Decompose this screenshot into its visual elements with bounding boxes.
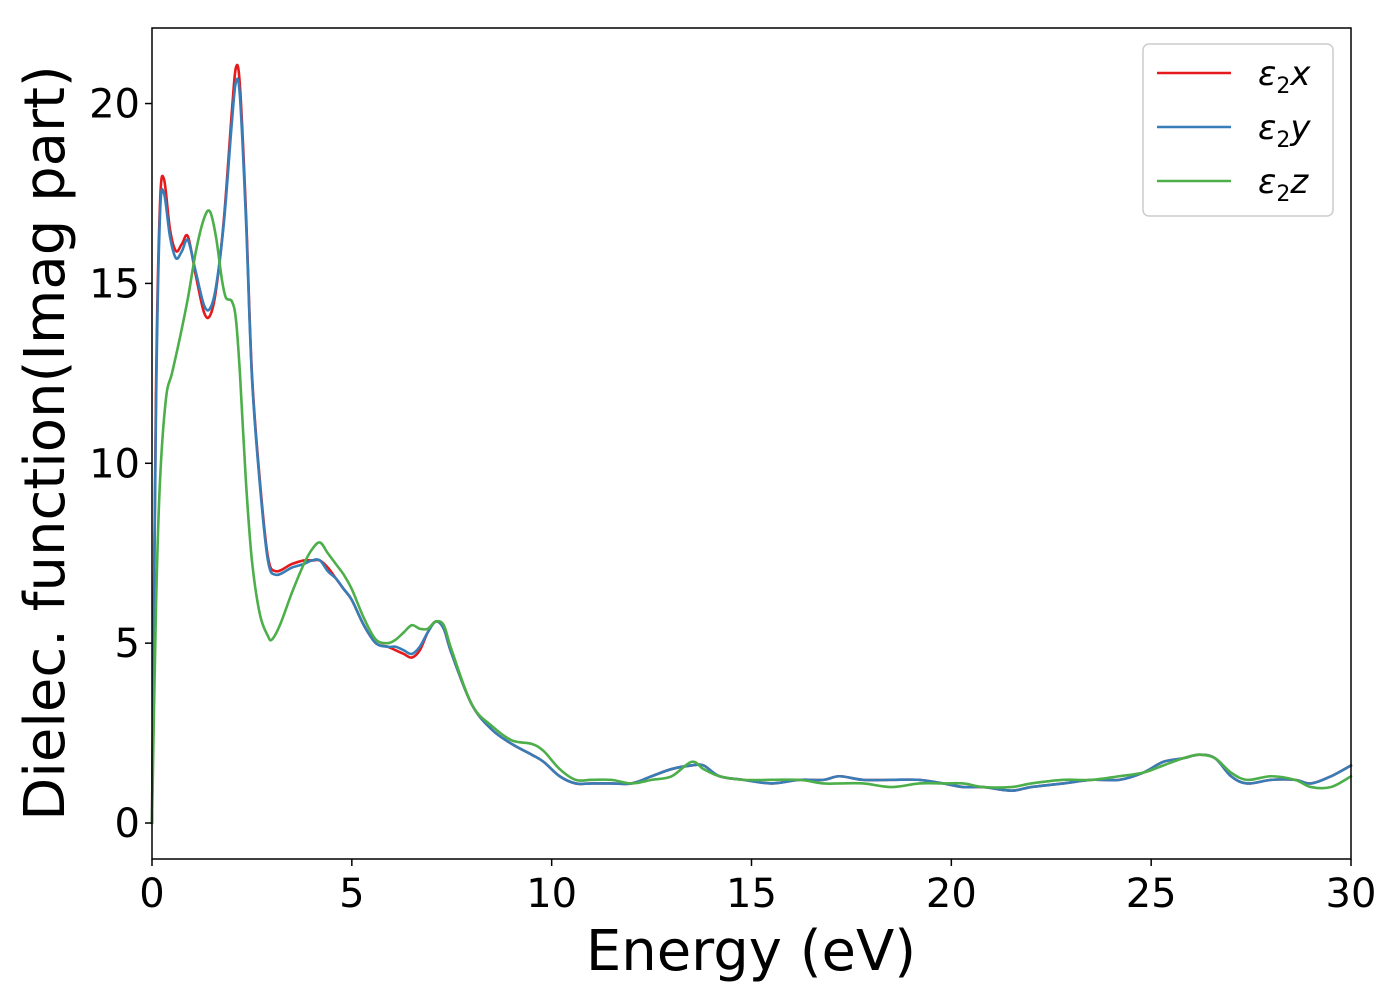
x-tick-label: 0: [139, 871, 164, 917]
x-tick-label: 20: [926, 871, 977, 917]
series-line-z: [150, 209, 1353, 825]
x-tick-label: 25: [1126, 871, 1177, 917]
y-tick-label: 5: [115, 621, 140, 667]
y-axis: 0 5 10 15 20: [89, 82, 152, 847]
y-axis-label: Dielec. function(Imag part): [13, 65, 78, 821]
y-tick-label: 15: [89, 261, 140, 307]
legend-label-z: ε2z: [1258, 162, 1309, 207]
x-tick-label: 30: [1326, 871, 1377, 917]
y-tick-label: 0: [115, 801, 140, 847]
legend-label-x: ε2x: [1258, 54, 1311, 99]
legend-box: [1142, 43, 1334, 217]
x-axis: 0 5 10 15 20 25 30: [139, 859, 1376, 917]
y-tick-label: 20: [89, 82, 140, 128]
x-axis-label: Energy (eV): [586, 919, 916, 984]
legend-label-y: ε2y: [1258, 108, 1311, 153]
x-tick-label: 5: [339, 871, 364, 917]
x-tick-label: 10: [526, 871, 577, 917]
x-tick-label: 15: [726, 871, 777, 917]
series-layer: [150, 63, 1353, 825]
legend: ε2x ε2y ε2z: [1142, 43, 1334, 217]
y-tick-label: 10: [89, 441, 140, 487]
